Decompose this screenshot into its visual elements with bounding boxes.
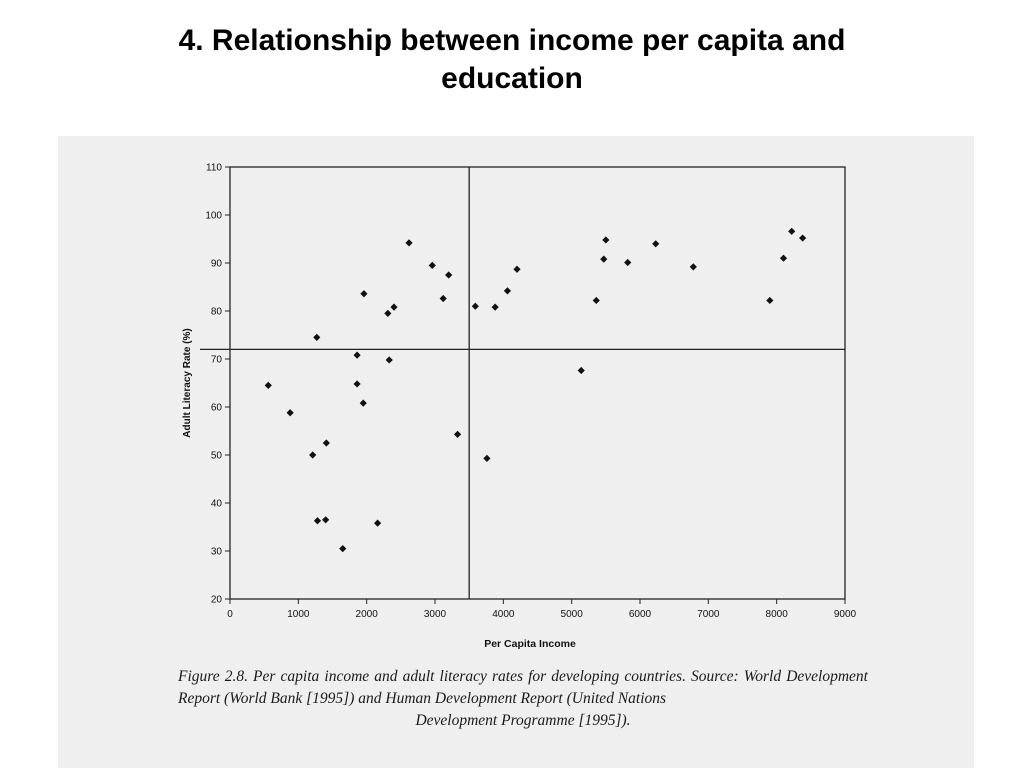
x-tick-label: 6000 xyxy=(629,609,652,620)
data-point xyxy=(384,309,392,317)
slide-title: 4. Relationship between income per capit… xyxy=(0,22,1024,98)
data-point xyxy=(439,294,447,303)
y-tick-label: 40 xyxy=(211,499,223,510)
data-point xyxy=(624,258,632,267)
data-point xyxy=(313,333,321,341)
data-point xyxy=(353,351,361,359)
data-point xyxy=(491,303,499,311)
data-point xyxy=(390,303,398,311)
data-point xyxy=(339,545,347,553)
scanned-figure: 20 30 40 50 60 70 80 90 100 110 0 1000 2000 3000 4000… xyxy=(58,136,974,768)
data-point xyxy=(600,255,608,263)
scatter-chart: 20 30 40 50 60 70 80 90 100 110 0 1000 2000 3000 4000… xyxy=(182,163,857,651)
data-point xyxy=(445,271,453,279)
x-tick-label: 1000 xyxy=(287,609,310,620)
data-point xyxy=(602,236,610,244)
data-point xyxy=(322,516,330,524)
y-tick-label: 110 xyxy=(206,163,222,174)
data-points xyxy=(264,227,807,553)
data-point xyxy=(689,263,697,271)
data-point xyxy=(313,517,322,525)
caption-line-3: Development Programme [1995]). xyxy=(415,712,631,729)
data-point xyxy=(374,519,382,527)
data-point xyxy=(264,381,272,389)
y-axis-label: Adult Literacy Rate (%) xyxy=(182,328,193,437)
x-tick-label: 4000 xyxy=(492,609,515,620)
y-tick-label: 20 xyxy=(211,595,223,606)
data-point xyxy=(788,227,796,235)
y-tick-label: 60 xyxy=(211,403,223,414)
figure-caption: Figure 2.8. Per capita income and adult … xyxy=(178,666,868,732)
data-point xyxy=(353,380,361,388)
y-tick-label: 90 xyxy=(211,259,223,270)
x-tick-label: 0 xyxy=(227,609,233,620)
slide-title-line-2: education xyxy=(441,62,583,95)
data-point xyxy=(453,430,462,438)
data-point xyxy=(577,366,585,375)
data-point xyxy=(385,356,393,364)
caption-line-2: Development Report (World Bank [1995]) a… xyxy=(178,668,868,707)
data-point xyxy=(799,234,807,242)
data-point xyxy=(513,265,521,273)
y-tick-label: 30 xyxy=(211,547,223,558)
y-tick-label: 80 xyxy=(211,307,223,318)
data-point xyxy=(309,451,317,459)
x-tick-label: 9000 xyxy=(834,609,857,620)
x-tick-label: 7000 xyxy=(697,609,720,620)
y-tick-label: 70 xyxy=(211,355,223,366)
data-point xyxy=(471,302,479,310)
data-point xyxy=(503,287,512,295)
x-axis-label: Per Capita Income xyxy=(484,638,576,650)
x-axis: 0 1000 2000 3000 4000 5000 6000 7000 8000 9000 xyxy=(227,599,857,620)
data-point xyxy=(592,296,600,305)
data-point xyxy=(779,254,788,262)
x-tick-label: 8000 xyxy=(766,609,789,620)
x-tick-label: 5000 xyxy=(561,609,584,620)
x-tick-label: 3000 xyxy=(424,609,447,620)
data-point xyxy=(652,240,660,248)
data-point xyxy=(483,454,491,462)
data-point xyxy=(322,439,330,447)
data-point xyxy=(359,399,367,407)
x-tick-label: 2000 xyxy=(356,609,379,620)
data-point xyxy=(360,290,368,298)
y-tick-label: 50 xyxy=(211,451,223,462)
data-point xyxy=(428,261,436,269)
data-point xyxy=(766,296,774,305)
caption-line-1: Figure 2.8. Per capita income and adult … xyxy=(178,668,782,685)
y-axis: 20 30 40 50 60 70 80 90 100 110 xyxy=(205,163,230,606)
data-point xyxy=(405,239,413,247)
plot-frame xyxy=(229,166,846,600)
y-tick-label: 100 xyxy=(205,211,222,222)
data-point xyxy=(286,409,294,417)
slide-title-line-1: 4. Relationship between income per capit… xyxy=(178,24,846,57)
